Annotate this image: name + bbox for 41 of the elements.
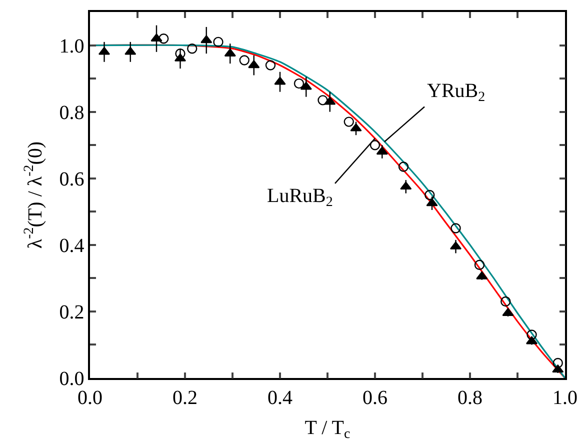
annotation: YRuB$_{2}$ <box>427 80 486 106</box>
point <box>300 82 312 90</box>
x-axis-title: T / T$_{c}$ <box>304 416 350 442</box>
point <box>426 198 438 206</box>
point <box>526 330 537 340</box>
point <box>187 44 198 54</box>
point <box>294 78 304 89</box>
point <box>200 35 212 44</box>
y-tick-label: 1.0 <box>59 35 84 58</box>
point <box>400 182 412 190</box>
point <box>175 48 186 59</box>
x-tick-label: 1.0 <box>552 386 578 409</box>
point <box>398 162 409 172</box>
y-tick-label: 0.6 <box>59 168 84 190</box>
y-tick-label: 0.8 <box>59 102 84 124</box>
point <box>158 34 169 44</box>
point <box>344 116 354 127</box>
point <box>500 296 511 307</box>
point <box>370 140 380 150</box>
point <box>350 123 362 132</box>
point <box>124 46 136 55</box>
point <box>450 223 461 234</box>
point <box>248 60 260 68</box>
point <box>213 36 224 48</box>
y-tick-label: 0.2 <box>59 301 84 324</box>
point <box>239 55 250 66</box>
x-tick-label: 0.2 <box>172 386 198 409</box>
x-tick-label: 0.6 <box>362 386 388 409</box>
point <box>376 146 388 155</box>
point <box>474 260 485 270</box>
x-tick-label: 0.8 <box>458 386 482 409</box>
point <box>424 190 435 200</box>
annotation: LuRuB$_{2}$ <box>267 185 333 210</box>
point <box>265 60 276 70</box>
point <box>274 76 286 85</box>
point <box>476 271 488 280</box>
point <box>318 95 328 106</box>
x-tick-label: 0.4 <box>268 386 292 409</box>
point <box>224 48 236 56</box>
point <box>552 358 563 368</box>
y-tick-label: 0.4 <box>59 234 84 257</box>
